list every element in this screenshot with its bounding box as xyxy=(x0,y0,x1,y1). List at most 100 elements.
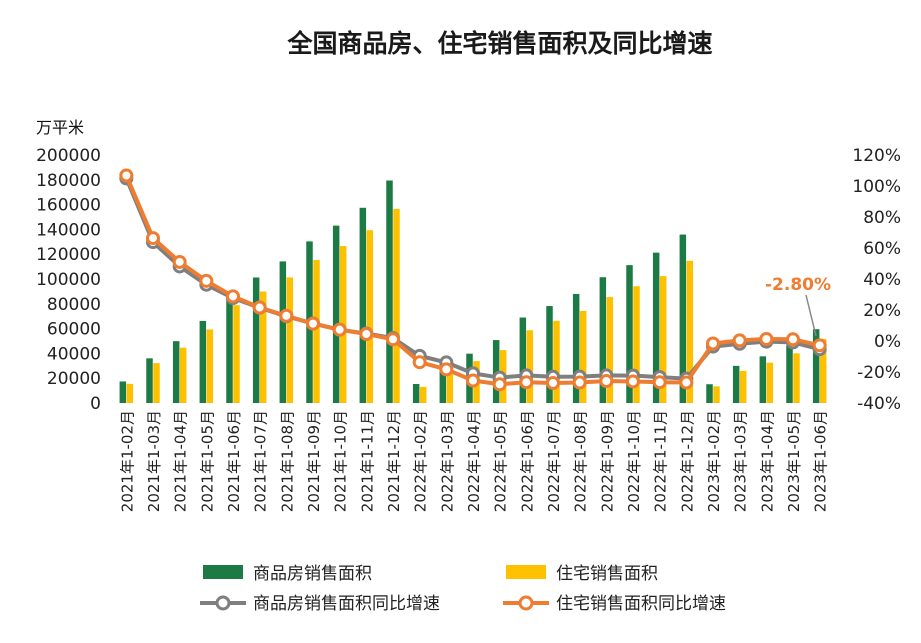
right-tick-5: 60% xyxy=(863,239,901,259)
point-residential-8 xyxy=(332,322,347,337)
x-tick-6: 2021年1-08月 xyxy=(278,410,296,512)
point-residential-24 xyxy=(759,331,774,346)
x-tick-8: 2021年1-10月 xyxy=(332,410,350,512)
legend-marker-3 xyxy=(518,595,534,611)
bar-residential-18 xyxy=(606,297,614,403)
bar-commercial-22 xyxy=(706,384,713,403)
right-axis-ticks: -40% -20% 0% 20% 40% 60% 80% 100% 120% xyxy=(852,146,901,414)
legend-swatch-0 xyxy=(203,565,243,579)
x-tick-24: 2023年1-04月 xyxy=(758,410,776,512)
right-tick-3: 20% xyxy=(863,301,901,321)
point-residential-6 xyxy=(279,308,294,323)
left-tick-10: 200000 xyxy=(36,146,101,166)
bar-residential-26 xyxy=(819,338,827,403)
legend: 商品房销售面积 住宅销售面积 商品房销售面积同比增速 住宅销售面积同比增速 xyxy=(200,564,726,614)
bar-commercial-10 xyxy=(386,180,393,403)
point-residential-1 xyxy=(146,231,160,246)
bar-commercial-9 xyxy=(359,207,367,403)
bar-residential-16 xyxy=(553,320,560,403)
bar-residential-19 xyxy=(633,286,640,403)
x-tick-20: 2022年1-11月 xyxy=(652,410,670,512)
legend-label-1: 住宅销售面积 xyxy=(556,564,658,584)
legend-marker-2 xyxy=(215,595,231,611)
bar-commercial-6 xyxy=(279,261,287,403)
left-tick-2: 40000 xyxy=(47,344,101,364)
bar-commercial-1 xyxy=(146,358,153,403)
point-residential-7 xyxy=(306,316,320,331)
bar-residential-10 xyxy=(393,208,400,403)
annotation-group: -2.80% xyxy=(765,275,831,337)
bar-residential-2 xyxy=(179,347,187,403)
x-tick-17: 2022年1-08月 xyxy=(572,410,590,512)
bar-commercial-18 xyxy=(599,277,607,403)
bar-commercial-19 xyxy=(626,265,633,403)
bar-residential-24 xyxy=(766,362,774,403)
bar-commercial-24 xyxy=(759,356,767,403)
bar-commercial-5 xyxy=(252,277,260,403)
bar-commercial-25 xyxy=(786,345,793,403)
x-tick-13: 2022年1-04月 xyxy=(465,410,483,512)
bar-residential-15 xyxy=(526,330,534,403)
bar-commercial-11 xyxy=(412,384,420,403)
bar-residential-25 xyxy=(793,353,800,403)
point-residential-23 xyxy=(732,333,747,348)
point-residential-20 xyxy=(652,375,667,390)
right-tick-6: 80% xyxy=(863,208,901,228)
x-tick-10: 2021年1-12月 xyxy=(385,410,403,512)
legend-label-3: 住宅销售面积同比增速 xyxy=(556,594,726,614)
bar-commercial-26 xyxy=(812,329,820,403)
right-tick-8: 120% xyxy=(852,146,901,166)
bar-residential-17 xyxy=(579,310,587,403)
bar-commercial-17 xyxy=(572,294,580,403)
bar-commercial-2 xyxy=(172,341,180,403)
x-tick-25: 2023年1-05月 xyxy=(785,410,803,512)
point-residential-17 xyxy=(572,375,587,390)
bar-residential-11 xyxy=(419,386,427,403)
x-tick-15: 2022年1-06月 xyxy=(518,410,536,512)
point-residential-2 xyxy=(172,254,187,269)
x-tick-14: 2022年1-05月 xyxy=(492,410,510,512)
x-tick-21: 2022年1-12月 xyxy=(678,410,696,512)
x-tick-22: 2023年1-02月 xyxy=(705,410,723,512)
x-tick-1: 2021年1-03月 xyxy=(145,410,163,512)
bar-residential-6 xyxy=(286,277,294,403)
x-tick-0: 2021年1-02月 xyxy=(118,410,136,512)
left-tick-1: 20000 xyxy=(47,369,101,389)
bar-commercial-23 xyxy=(732,365,740,403)
x-tick-26: 2023年1-06月 xyxy=(812,410,830,512)
bar-residential-22 xyxy=(713,386,720,403)
x-tick-7: 2021年1-09月 xyxy=(305,410,323,512)
bar-residential-23 xyxy=(739,370,747,403)
x-axis-ticks: 2021年1-02月 2021年1-03月 2021年1-04月 2021年1-05月… xyxy=(118,410,829,512)
bar-commercial-8 xyxy=(332,225,340,403)
point-residential-5 xyxy=(252,300,267,315)
point-residential-14 xyxy=(492,377,507,392)
legend-label-0: 商品房销售面积 xyxy=(253,564,372,584)
bar-residential-20 xyxy=(659,276,667,403)
annotation-label: -2.80% xyxy=(765,275,831,295)
x-tick-5: 2021年1-07月 xyxy=(252,410,270,512)
legend-swatch-1 xyxy=(506,565,546,579)
point-residential-26 xyxy=(812,338,827,353)
x-tick-12: 2022年1-03月 xyxy=(438,410,456,512)
bar-residential-3 xyxy=(206,329,214,403)
point-residential-0 xyxy=(119,168,134,183)
bar-commercial-4 xyxy=(226,293,233,403)
left-tick-6: 120000 xyxy=(36,245,101,265)
bar-residential-0 xyxy=(126,383,134,403)
point-residential-21 xyxy=(679,375,694,390)
point-residential-11 xyxy=(412,355,427,370)
point-residential-4 xyxy=(226,289,240,304)
line-series xyxy=(119,168,827,392)
left-tick-0: 0 xyxy=(90,394,101,414)
bar-residential-9 xyxy=(366,230,374,403)
left-tick-5: 100000 xyxy=(36,270,101,290)
x-tick-19: 2022年1-10月 xyxy=(625,410,643,512)
x-tick-16: 2022年1-07月 xyxy=(545,410,563,512)
right-tick-0: -40% xyxy=(857,394,901,414)
legend-label-2: 商品房销售面积同比增速 xyxy=(253,594,440,614)
left-tick-4: 80000 xyxy=(47,295,101,315)
bar-commercial-20 xyxy=(652,252,660,403)
point-residential-9 xyxy=(359,327,374,342)
